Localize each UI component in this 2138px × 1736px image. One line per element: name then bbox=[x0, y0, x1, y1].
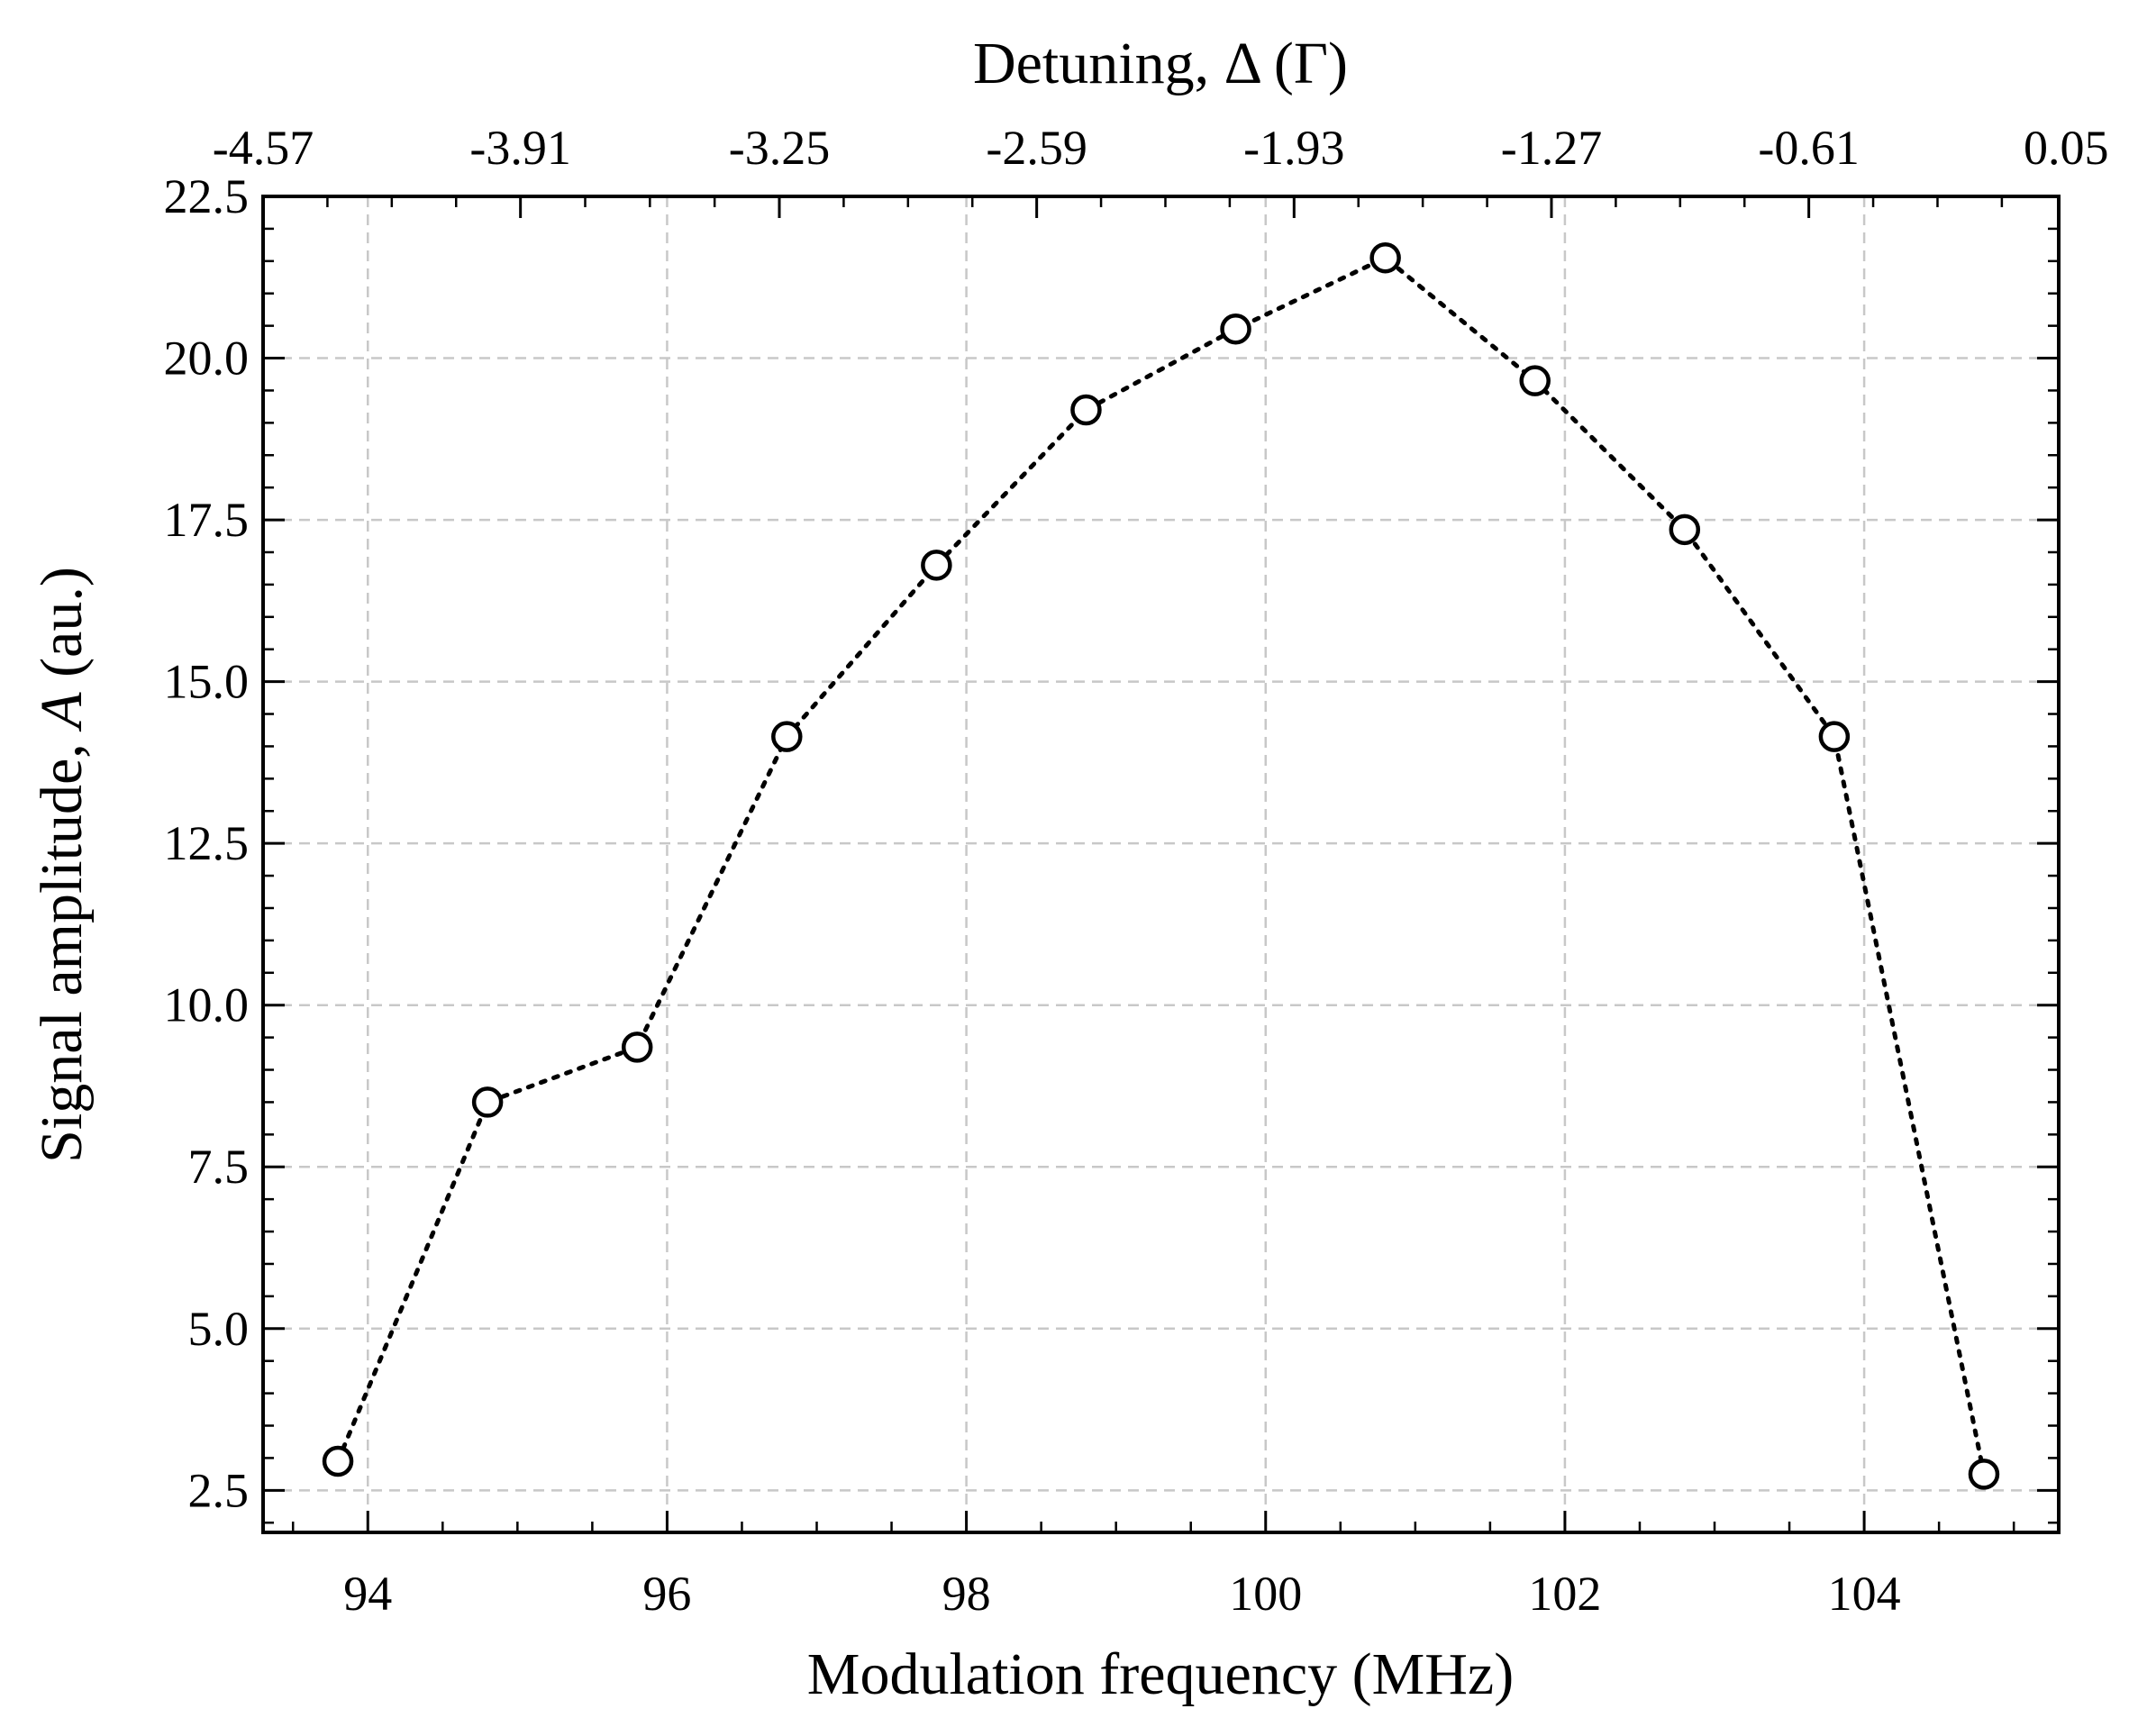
data-point bbox=[1669, 514, 1701, 546]
data-point bbox=[1519, 365, 1551, 396]
x-tick-label: 104 bbox=[1828, 1567, 1901, 1621]
data-points bbox=[322, 241, 2000, 1490]
y-tick-label: 12.5 bbox=[164, 816, 250, 870]
y-axis-title-suffix: (au.) bbox=[29, 567, 95, 692]
top-tick-label: 0.05 bbox=[2024, 121, 2109, 175]
top-tick-label: -2.59 bbox=[986, 121, 1087, 175]
axis-ticks bbox=[261, 195, 2059, 1532]
x-tick-label: 98 bbox=[942, 1567, 991, 1621]
y-axis-title: Signal amplitude, A (au.) bbox=[29, 567, 95, 1163]
top-tick-label: -1.93 bbox=[1243, 121, 1344, 175]
data-point bbox=[471, 1086, 504, 1118]
data-point bbox=[1070, 394, 1102, 426]
top-tick-label: -0.61 bbox=[1758, 121, 1859, 175]
tick-labels: 94 96 98 100 102 104 2.5 5.0 7.5 10.0 12.5 15.0 17.5… bbox=[164, 121, 2109, 1621]
y-tick-label: 7.5 bbox=[188, 1140, 250, 1194]
x-tick-label: 96 bbox=[642, 1567, 691, 1621]
data-point bbox=[771, 721, 803, 752]
data-point bbox=[1369, 241, 1401, 274]
top-tick-label: -1.27 bbox=[1501, 121, 1602, 175]
data-point bbox=[621, 1032, 653, 1063]
series-line bbox=[335, 255, 1987, 1477]
top-tick-label: -3.25 bbox=[729, 121, 830, 175]
grid-lines bbox=[263, 195, 2059, 1532]
x-tick-label: 102 bbox=[1528, 1567, 1601, 1621]
data-point bbox=[1220, 313, 1251, 345]
x-axis-title: Modulation frequency (MHz) bbox=[807, 1641, 1514, 1707]
plot-frame bbox=[261, 195, 2061, 1534]
y-tick-label: 5.0 bbox=[188, 1302, 250, 1356]
y-tick-label: 2.5 bbox=[188, 1463, 250, 1517]
data-point bbox=[921, 550, 952, 581]
y-axis-title-symbol: A bbox=[29, 692, 95, 732]
y-tick-label: 10.0 bbox=[164, 978, 250, 1032]
x-tick-label: 94 bbox=[343, 1567, 392, 1621]
y-tick-label: 15.0 bbox=[164, 655, 250, 709]
y-axis-title-prefix: Signal amplitude, bbox=[29, 729, 95, 1163]
y-tick-label: 17.5 bbox=[164, 493, 250, 547]
data-point bbox=[1818, 721, 1851, 752]
data-point bbox=[322, 1445, 354, 1477]
top-tick-label: -4.57 bbox=[213, 121, 314, 175]
top-axis-title: Detuning, Δ (Γ) bbox=[973, 31, 1348, 96]
y-tick-label: 22.5 bbox=[164, 169, 250, 223]
x-tick-label: 100 bbox=[1229, 1567, 1302, 1621]
top-tick-label: -3.91 bbox=[469, 121, 570, 175]
y-tick-label: 20.0 bbox=[164, 332, 250, 386]
data-point bbox=[1968, 1459, 2000, 1490]
